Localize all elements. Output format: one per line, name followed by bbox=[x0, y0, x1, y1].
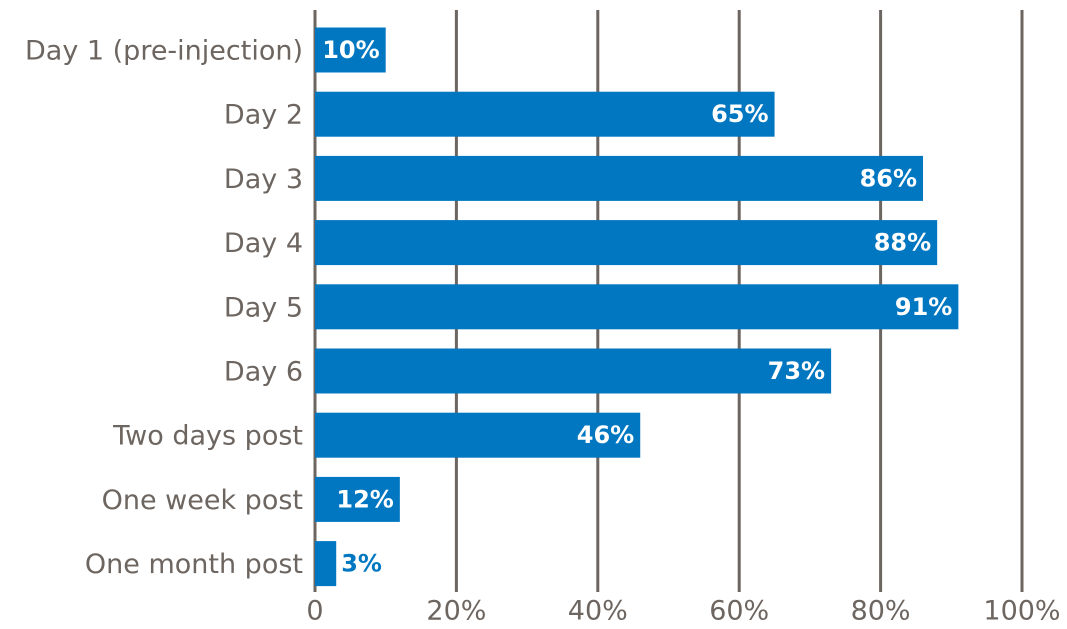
bar bbox=[315, 155, 924, 201]
bar bbox=[315, 27, 386, 73]
bar bbox=[315, 91, 775, 137]
value-label: 10% bbox=[322, 36, 379, 64]
value-label: 46% bbox=[577, 421, 634, 449]
bar bbox=[315, 348, 832, 394]
value-label: 86% bbox=[860, 164, 917, 192]
x-tick-label: 100% bbox=[983, 596, 1060, 627]
value-label: 12% bbox=[336, 485, 393, 513]
y-tick-label: Day 1 (pre-injection) bbox=[25, 36, 303, 67]
y-tick-label: Day 2 bbox=[224, 100, 303, 131]
x-tick-label: 80% bbox=[851, 596, 911, 627]
bar bbox=[315, 284, 959, 330]
bar bbox=[315, 476, 400, 522]
x-tick-label: 40% bbox=[568, 596, 628, 627]
value-label: 73% bbox=[768, 357, 825, 385]
value-label: 65% bbox=[711, 100, 768, 128]
value-label: 88% bbox=[874, 229, 931, 257]
y-tick-label: Day 3 bbox=[224, 164, 303, 195]
y-tick-label: Two days post bbox=[112, 421, 303, 452]
y-tick-label: Day 4 bbox=[224, 228, 303, 259]
bar bbox=[315, 412, 641, 458]
bar bbox=[315, 541, 337, 587]
y-tick-label: Day 6 bbox=[224, 357, 303, 388]
bar bbox=[315, 220, 938, 266]
x-tick-label: 0 bbox=[306, 596, 323, 627]
y-tick-label: One week post bbox=[102, 485, 303, 516]
y-tick-label: Day 5 bbox=[224, 292, 303, 323]
y-tick-label: One month post bbox=[85, 549, 303, 580]
value-label: 91% bbox=[895, 293, 952, 321]
value-label: 3% bbox=[341, 550, 382, 578]
x-tick-label: 20% bbox=[426, 596, 486, 627]
x-tick-label: 60% bbox=[709, 596, 769, 627]
